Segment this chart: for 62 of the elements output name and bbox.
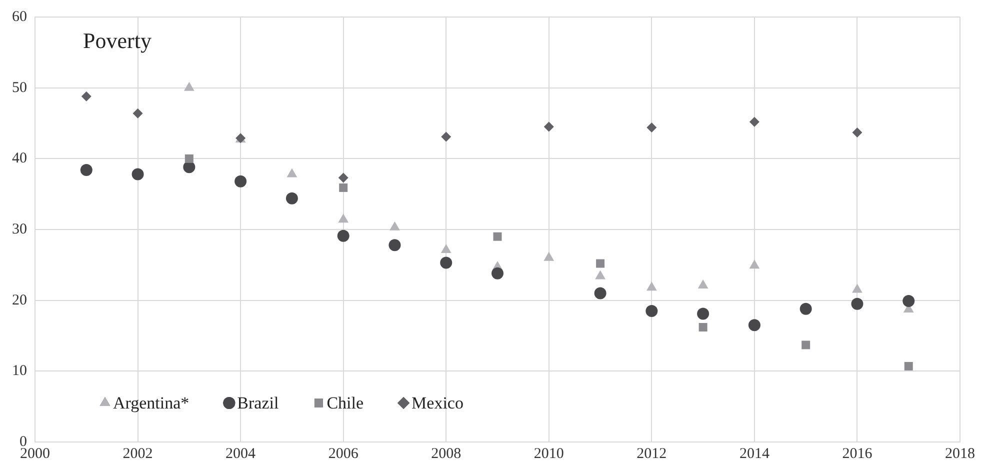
point bbox=[286, 168, 298, 178]
x-tick-label: 2002 bbox=[122, 446, 153, 462]
point bbox=[749, 116, 760, 127]
point bbox=[440, 244, 452, 254]
y-tick-label: 30 bbox=[12, 221, 27, 238]
point bbox=[646, 304, 658, 317]
point bbox=[596, 259, 605, 268]
point bbox=[339, 183, 348, 192]
point bbox=[81, 91, 92, 102]
point bbox=[902, 295, 915, 308]
x-tick-label: 2000 bbox=[20, 446, 50, 462]
legend-label: Chile bbox=[326, 393, 364, 412]
legend-label: Mexico bbox=[412, 393, 464, 412]
point bbox=[337, 230, 350, 242]
x-tick-label: 2010 bbox=[534, 446, 564, 462]
point bbox=[184, 82, 194, 91]
point bbox=[852, 127, 862, 138]
point bbox=[338, 214, 349, 223]
point bbox=[132, 168, 144, 180]
x-tick-label: 2018 bbox=[945, 446, 975, 462]
point bbox=[851, 298, 864, 310]
legend-label: Brazil bbox=[237, 393, 279, 412]
point bbox=[697, 308, 710, 320]
point bbox=[852, 284, 862, 293]
x-tick-label: 2004 bbox=[226, 446, 256, 462]
point bbox=[493, 232, 502, 241]
point bbox=[492, 267, 504, 280]
point bbox=[646, 282, 657, 291]
point bbox=[595, 270, 606, 280]
y-tick-label: 50 bbox=[12, 80, 27, 96]
point bbox=[286, 192, 298, 204]
point bbox=[748, 319, 760, 332]
point bbox=[544, 252, 554, 261]
point bbox=[594, 287, 606, 300]
y-tick-label: 20 bbox=[12, 292, 27, 308]
point bbox=[132, 108, 143, 118]
point bbox=[698, 323, 708, 332]
point bbox=[544, 122, 554, 132]
point bbox=[802, 340, 810, 350]
point bbox=[388, 239, 401, 252]
point bbox=[338, 172, 348, 183]
x-tick-label: 2012 bbox=[636, 446, 667, 462]
point bbox=[390, 221, 400, 230]
y-tick-label: 60 bbox=[12, 8, 27, 25]
point bbox=[698, 279, 708, 288]
legend-label: Argentina* bbox=[113, 393, 190, 412]
point bbox=[749, 260, 760, 269]
point bbox=[800, 302, 812, 315]
y-tick-label: 40 bbox=[12, 150, 27, 167]
point bbox=[441, 132, 452, 142]
x-tick-label: 2008 bbox=[431, 446, 462, 462]
point bbox=[904, 362, 913, 370]
point bbox=[184, 154, 194, 163]
point bbox=[80, 164, 92, 176]
point bbox=[234, 175, 247, 188]
point bbox=[440, 256, 452, 269]
x-tick-label: 2014 bbox=[739, 446, 770, 462]
y-tick-label: 10 bbox=[12, 363, 27, 380]
x-tick-label: 2006 bbox=[328, 446, 359, 462]
x-tick-label: 2016 bbox=[842, 446, 873, 462]
text: Poverty bbox=[83, 28, 152, 53]
point bbox=[646, 122, 657, 132]
